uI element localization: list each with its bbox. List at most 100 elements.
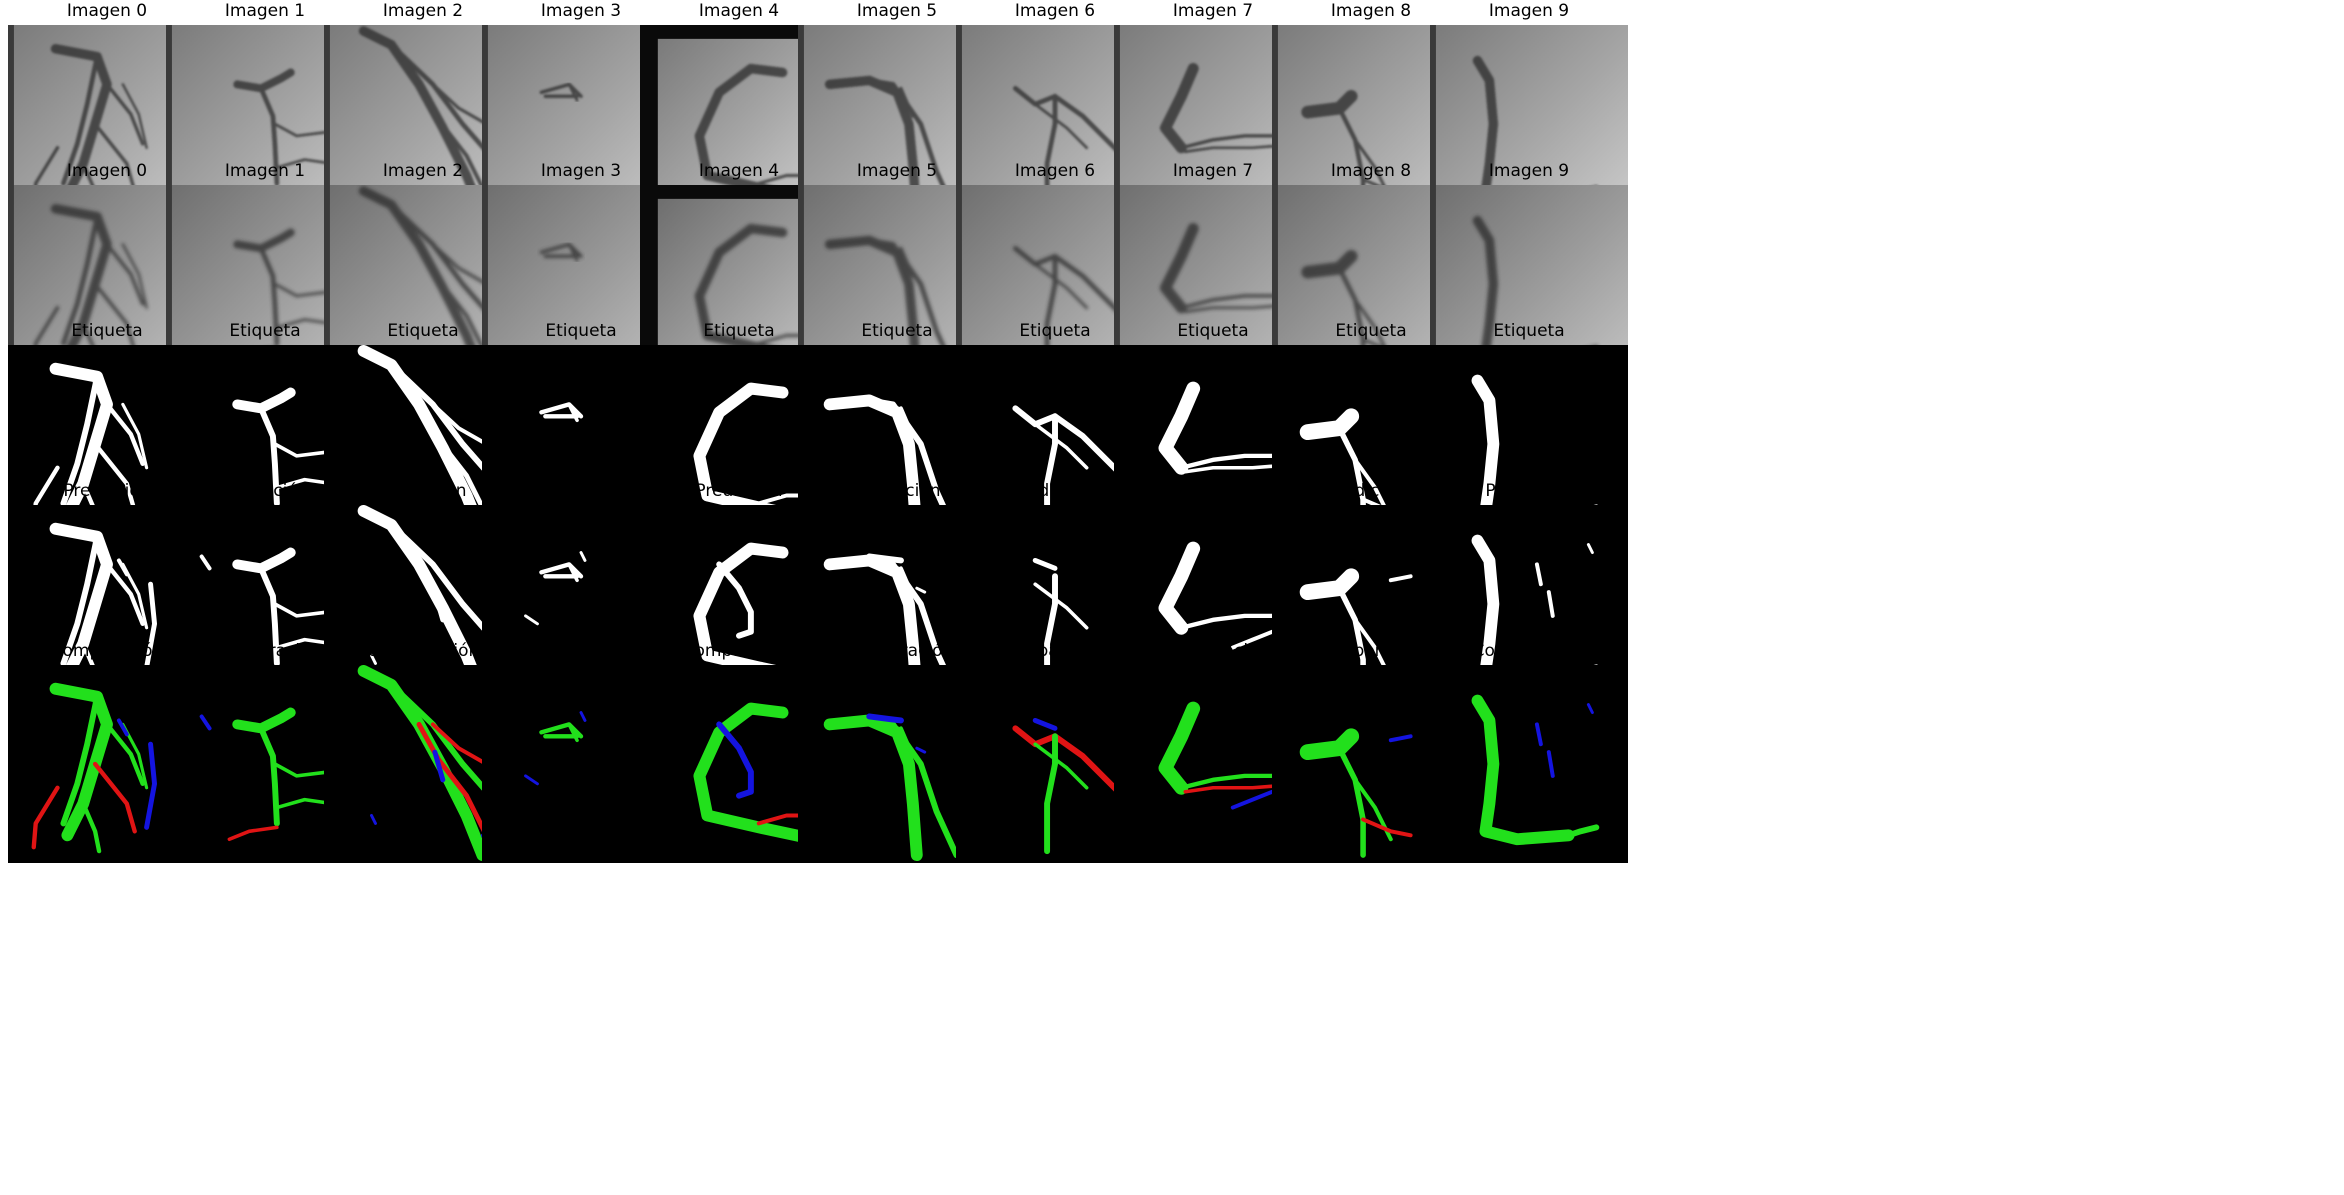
vessel-segment	[1546, 590, 1555, 618]
vessel-segment	[1230, 629, 1275, 650]
vessel-segment	[1033, 422, 1089, 470]
panel-title: Imagen 7	[1172, 1, 1254, 21]
vessel-segment	[104, 402, 145, 466]
panel-title: Etiqueta	[861, 321, 933, 341]
panel-title: Comparación	[1156, 641, 1270, 661]
vessel-segment	[579, 551, 587, 562]
true-positive-segment	[866, 717, 960, 859]
vessel-shadow	[1159, 63, 1199, 154]
panel-title: Predicción	[537, 481, 625, 501]
panel-title: Comparación	[682, 641, 796, 661]
vessel-shadow	[258, 245, 280, 346]
vessel-shadow	[121, 83, 148, 150]
panel-title: Predicción	[1011, 481, 1099, 501]
vessel-shadow	[899, 86, 915, 118]
vessel-segment	[116, 558, 129, 577]
panel-title: Comparación	[50, 641, 164, 661]
vessel-segment	[258, 565, 280, 667]
panel-title: Comparación	[208, 641, 322, 661]
panel-title: Predicción	[1485, 481, 1573, 501]
vessel-shadow	[121, 243, 148, 310]
true-positive-segment	[275, 797, 335, 810]
false-negative-segment	[31, 785, 60, 850]
false-negative-segment	[227, 825, 279, 842]
panel-title: Etiqueta	[545, 321, 617, 341]
vessel-segment	[1032, 557, 1058, 571]
panel-title: Predicción	[63, 481, 151, 501]
false-positive-segment	[1032, 717, 1058, 731]
panel-title: Predicción	[379, 481, 467, 501]
panel-title: Imagen 5	[856, 161, 938, 181]
vessel-segment	[370, 653, 377, 665]
false-positive-segment	[144, 741, 157, 830]
false-positive-segment	[1546, 750, 1555, 778]
panel-title: Etiqueta	[1493, 321, 1565, 341]
false-positive-segment	[116, 718, 129, 737]
panel-title: Etiqueta	[229, 321, 301, 341]
true-positive-segment	[388, 681, 494, 799]
panel-title: Predicción	[1327, 481, 1415, 501]
true-positive-segment	[273, 762, 331, 778]
true-positive-segment	[258, 725, 280, 827]
vessel-segment	[104, 562, 145, 626]
vessel-segment	[823, 554, 923, 702]
vessel-segment	[275, 637, 335, 650]
vessel-shadow	[899, 246, 915, 278]
false-negative-segment	[1361, 817, 1413, 838]
vessel-segment	[199, 554, 212, 571]
panel-title: Predicción	[221, 481, 309, 501]
vessel-segment	[823, 394, 923, 542]
vessel-segment	[388, 361, 494, 479]
panel-title: Predicción	[1169, 481, 1257, 501]
false-positive-segment	[579, 711, 587, 722]
false-positive-segment	[915, 746, 927, 754]
true-positive-segment	[1565, 824, 1600, 839]
vessel-shadow	[567, 82, 579, 102]
panel-title: Etiqueta	[71, 321, 143, 341]
vessel-shadow	[275, 158, 334, 169]
false-positive-segment	[432, 749, 446, 783]
panel-title: Imagen 1	[224, 1, 306, 21]
comparison-image	[1430, 665, 1628, 863]
panel-title: Comparación	[1472, 641, 1586, 661]
vessel-segment	[357, 505, 489, 702]
vessel-segment	[232, 547, 296, 574]
true-positive-segment	[60, 693, 101, 827]
true-positive-segment	[567, 722, 579, 743]
vessel-shadow	[1179, 134, 1294, 150]
panel-title: Imagen 8	[1330, 161, 1412, 181]
panel-title: Comparación	[524, 641, 638, 661]
true-positive-segment	[898, 726, 915, 759]
vessel-segment	[92, 441, 137, 514]
vessel-shadow	[105, 82, 145, 146]
vessel-segment	[258, 405, 280, 507]
true-positive-segment	[1044, 733, 1058, 855]
vessel-segment	[388, 521, 494, 639]
vessel-segment	[60, 533, 101, 667]
vessel-shadow	[824, 235, 922, 380]
vessel-segment	[898, 406, 915, 439]
vessel-segment	[144, 581, 157, 670]
vessel-segment	[898, 566, 915, 599]
vessel-shadow	[388, 42, 493, 159]
vessel-shadow	[388, 202, 493, 319]
vessel-segment	[567, 402, 579, 423]
vessel-segment	[716, 561, 754, 639]
true-positive-segment	[1179, 773, 1295, 790]
vessel-segment	[915, 586, 927, 594]
false-positive-segment	[716, 721, 754, 799]
vessel-segment	[1033, 582, 1089, 630]
vessel-shadow	[275, 318, 334, 329]
vessel-shadow	[273, 282, 330, 298]
vessel-segment	[866, 553, 904, 564]
true-positive-segment	[81, 801, 102, 854]
vessel-segment	[416, 401, 489, 518]
vessel-shadow	[417, 242, 489, 358]
vessel-shadow	[233, 228, 295, 253]
panel-title: Etiqueta	[387, 321, 459, 341]
vessel-segment	[1179, 613, 1295, 630]
panel-title: Imagen 3	[540, 161, 622, 181]
panel-title: Imagen 9	[1488, 1, 1570, 21]
true-positive-segment	[232, 707, 296, 734]
